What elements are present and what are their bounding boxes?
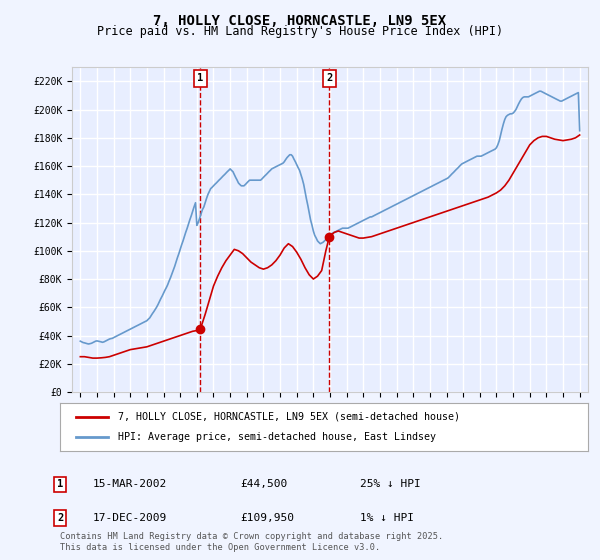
Text: 7, HOLLY CLOSE, HORNCASTLE, LN9 5EX (semi-detached house): 7, HOLLY CLOSE, HORNCASTLE, LN9 5EX (sem… xyxy=(118,412,460,422)
Text: 17-DEC-2009: 17-DEC-2009 xyxy=(93,513,167,523)
Text: 2: 2 xyxy=(326,73,332,83)
Text: Contains HM Land Registry data © Crown copyright and database right 2025.
This d: Contains HM Land Registry data © Crown c… xyxy=(60,532,443,552)
Text: 1: 1 xyxy=(197,73,203,83)
Text: 1: 1 xyxy=(57,479,63,489)
Text: 2: 2 xyxy=(57,513,63,523)
Text: £44,500: £44,500 xyxy=(240,479,287,489)
Text: HPI: Average price, semi-detached house, East Lindsey: HPI: Average price, semi-detached house,… xyxy=(118,432,436,442)
Text: Price paid vs. HM Land Registry's House Price Index (HPI): Price paid vs. HM Land Registry's House … xyxy=(97,25,503,38)
Text: 25% ↓ HPI: 25% ↓ HPI xyxy=(360,479,421,489)
Text: £109,950: £109,950 xyxy=(240,513,294,523)
Text: 1% ↓ HPI: 1% ↓ HPI xyxy=(360,513,414,523)
Text: 7, HOLLY CLOSE, HORNCASTLE, LN9 5EX: 7, HOLLY CLOSE, HORNCASTLE, LN9 5EX xyxy=(154,14,446,28)
Text: 15-MAR-2002: 15-MAR-2002 xyxy=(93,479,167,489)
